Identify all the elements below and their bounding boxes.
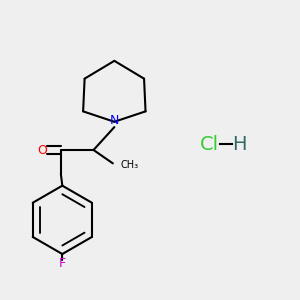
Text: H: H — [232, 135, 246, 154]
Text: F: F — [59, 257, 66, 270]
Text: N: N — [110, 114, 119, 127]
Text: O: O — [37, 143, 47, 157]
Text: Cl: Cl — [200, 135, 219, 154]
Text: CH₃: CH₃ — [120, 160, 138, 170]
